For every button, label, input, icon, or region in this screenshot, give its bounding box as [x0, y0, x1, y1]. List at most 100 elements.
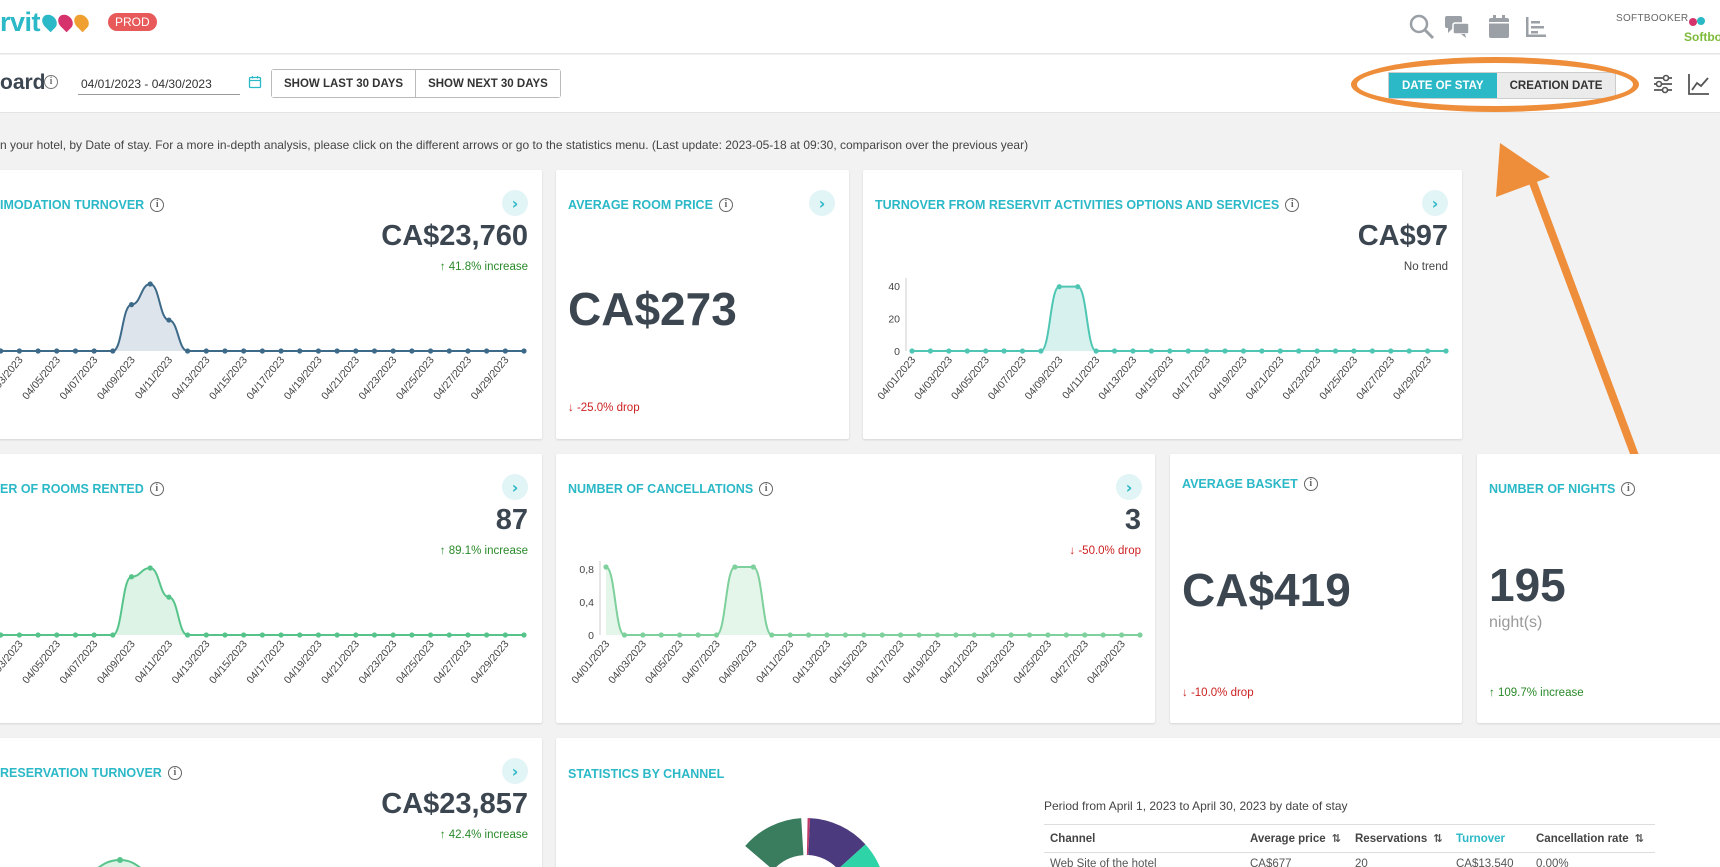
info-icon[interactable]: i [149, 482, 164, 496]
cell-reservations: 20 [1355, 857, 1368, 867]
data-point [241, 632, 247, 638]
trend-text: -25.0% drop [576, 402, 640, 414]
kpi-value: 3 [1124, 504, 1141, 536]
data-point [909, 348, 915, 354]
info-icon[interactable]: i [759, 482, 774, 496]
card-reservation-turnover: RESERVATION TURNOVER i › CA$23,857 ↑ 42.4… [0, 738, 542, 867]
open-details-button[interactable]: › [502, 758, 528, 784]
series-area [0, 568, 524, 635]
series-line [0, 566, 524, 636]
data-point [222, 348, 228, 354]
open-details-button[interactable]: › [1422, 190, 1448, 216]
info-icon[interactable]: i [150, 198, 165, 212]
column-label: Cancellation rate [1536, 833, 1629, 845]
data-point [353, 348, 359, 354]
column-header-turnover[interactable]: Turnover [1450, 824, 1530, 853]
chat-icon[interactable] [1443, 13, 1471, 41]
data-point [334, 348, 340, 354]
info-icon[interactable]: i [167, 766, 182, 780]
data-point [1204, 348, 1210, 354]
card-title-text: NUMBER OF NIGHTS [1489, 482, 1616, 496]
channel-donut-chart [745, 818, 880, 867]
data-point [184, 632, 191, 638]
column-header-reservations[interactable]: Reservations ⇅ [1349, 824, 1450, 853]
kpi-value: CA$23,857 [381, 788, 528, 820]
accommodation-chart: 04/01/202304/03/202304/05/202304/07/2023… [0, 281, 527, 402]
sort-icon[interactable]: ⇅ [1331, 832, 1341, 845]
kpi-trend: ↑ 89.1% increase [439, 545, 528, 557]
data-point [1424, 348, 1431, 354]
donut-slice [745, 818, 804, 867]
data-point [35, 632, 41, 638]
data-point [1130, 348, 1136, 354]
data-point [879, 632, 885, 638]
filter-settings-icon[interactable] [1651, 72, 1675, 96]
info-icon[interactable]: i [1303, 477, 1318, 491]
column-header-average-price[interactable]: Average price ⇅ [1244, 824, 1349, 853]
date-range-input[interactable] [78, 73, 240, 95]
series-line [605, 566, 1140, 636]
column-header-channel[interactable]: Channel [1044, 824, 1244, 853]
data-point [1185, 348, 1191, 354]
kpi-value: CA$97 [1357, 220, 1448, 252]
data-point [1332, 348, 1339, 354]
data-point [91, 632, 97, 638]
reservation-point [117, 857, 123, 863]
data-point [203, 632, 209, 638]
statistics-icon[interactable] [1522, 13, 1550, 41]
open-details-button[interactable]: › [809, 190, 835, 216]
column-label: Turnover [1456, 832, 1505, 845]
show-next-30-days-button[interactable]: SHOW NEXT 30 DAYS [415, 70, 560, 97]
info-icon[interactable]: i [1285, 198, 1300, 212]
column-header-cancellation-rate[interactable]: Cancellation rate ⇅ [1530, 824, 1655, 853]
calendar-icon[interactable] [1485, 13, 1513, 41]
data-point [1026, 632, 1033, 638]
info-icon[interactable]: i [44, 75, 58, 89]
data-point [769, 632, 775, 638]
calendar-picker-icon[interactable] [248, 75, 262, 89]
trend-chart-icon[interactable] [1687, 72, 1711, 96]
data-point [465, 348, 471, 354]
y-tick-label: 0 [894, 346, 900, 358]
card-title: RESERVATION TURNOVER i [0, 766, 182, 780]
series-area [0, 284, 524, 351]
search-icon[interactable] [1408, 13, 1436, 41]
open-details-button[interactable]: › [502, 190, 528, 216]
open-details-button[interactable]: › [502, 474, 528, 500]
kpi-value: 87 [495, 504, 528, 536]
info-icon[interactable]: i [718, 198, 733, 212]
data-point [521, 632, 527, 638]
data-point [787, 632, 793, 638]
data-point [35, 348, 41, 354]
data-point [1063, 632, 1069, 638]
app-logo[interactable]: rvit [0, 7, 41, 37]
kpi-trend: ↑ 41.8% increase [439, 261, 528, 273]
kpi-unit: night(s) [1489, 614, 1543, 631]
data-point [898, 632, 904, 638]
data-point [128, 574, 135, 580]
data-point [983, 348, 989, 354]
open-details-button[interactable]: › [1116, 474, 1142, 500]
data-point [1001, 348, 1007, 354]
data-point [110, 348, 116, 354]
user-name[interactable]: SOFTBOOKER [1616, 13, 1689, 24]
x-tick-label: 04/29/2023 [1085, 638, 1128, 686]
data-point [371, 632, 378, 638]
card-average-basket: AVERAGE BASKET i CA$419 ↓ -10.0% drop [1170, 454, 1462, 723]
info-icon[interactable]: i [1621, 482, 1636, 496]
sort-icon[interactable]: ⇅ [1634, 832, 1644, 845]
data-point [147, 281, 153, 287]
annotation-arrow-icon [1496, 143, 1645, 474]
data-point [1369, 348, 1375, 354]
data-point [732, 564, 738, 570]
quick-range-buttons: SHOW LAST 30 DAYS SHOW NEXT 30 DAYS [271, 69, 561, 98]
sort-icon[interactable]: ⇅ [1433, 832, 1443, 845]
data-point [166, 317, 172, 323]
table-row[interactable]: Web Site of the hotel CA$677 20 CA$13,54… [1044, 853, 1655, 867]
data-point [184, 348, 191, 354]
data-point [750, 564, 756, 570]
kpi-value: CA$273 [568, 283, 737, 335]
show-last-30-days-button[interactable]: SHOW LAST 30 DAYS [272, 70, 416, 97]
